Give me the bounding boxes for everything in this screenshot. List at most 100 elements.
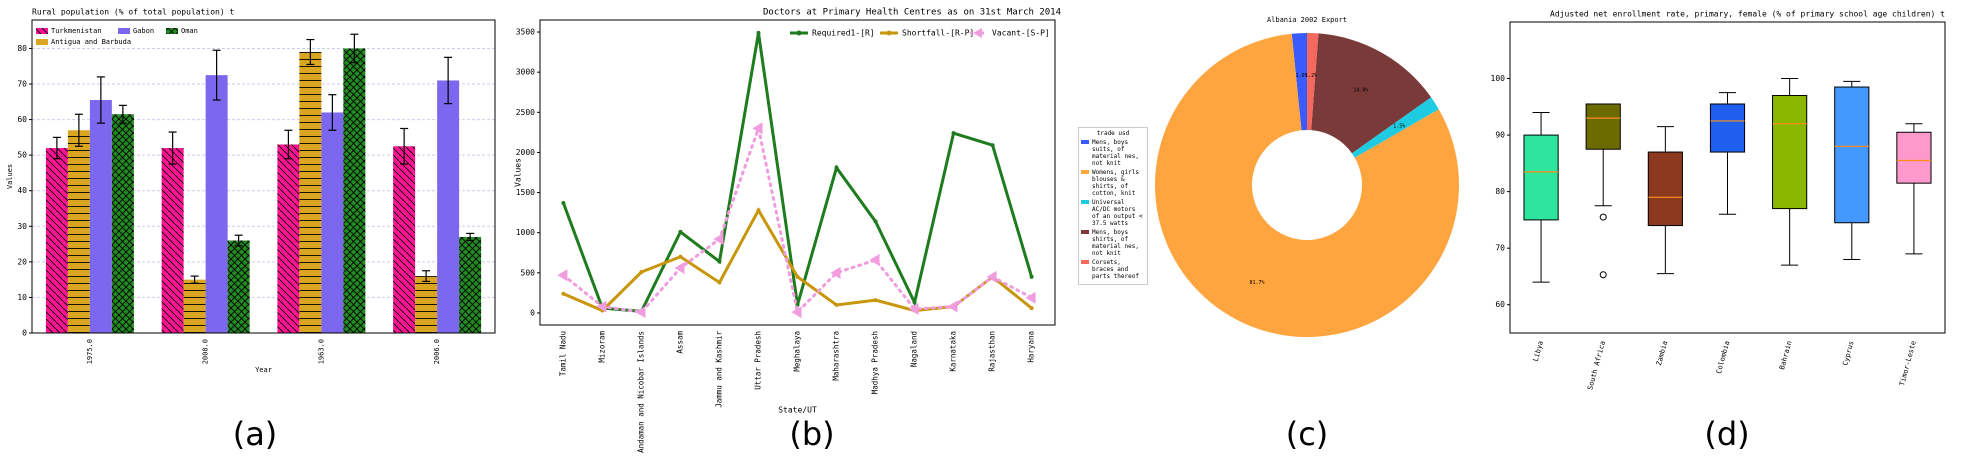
marker	[986, 270, 997, 283]
x-tick-label: South Africa	[1586, 340, 1607, 391]
bar	[161, 148, 184, 333]
y-tick-label: 0	[530, 308, 535, 317]
bar	[321, 112, 344, 334]
wedge	[1291, 33, 1307, 131]
wedge	[1155, 33, 1460, 337]
chart-title: Adjusted net enrollment rate, primary, f…	[1550, 10, 1945, 19]
x-tick-label: Timor-Leste	[1898, 340, 1918, 387]
legend-marker	[886, 30, 892, 36]
y-tick-label: 500	[521, 268, 536, 277]
y-tick-label: 10	[17, 293, 27, 302]
x-tick-label: Libya	[1532, 340, 1545, 362]
bar	[393, 146, 416, 333]
legend-label: Universal AC/DC motors of an output < 37…	[1092, 199, 1143, 227]
value-label: 1.2%	[1305, 73, 1317, 79]
x-tick-label: Assam	[675, 331, 684, 354]
marker	[791, 306, 802, 319]
marker	[674, 262, 685, 275]
marker	[912, 300, 917, 305]
box	[1834, 86, 1870, 224]
chart-title: Doctors at Primary Health Centres as on …	[763, 8, 1061, 18]
x-tick-label: Rajasthan	[988, 331, 997, 372]
x-tick-label: Andaman and Nicobar Islands	[636, 331, 645, 453]
legend-swatch	[1081, 200, 1089, 204]
y-tick-label: 70	[1495, 244, 1505, 253]
marker	[873, 298, 878, 303]
marker	[635, 306, 646, 319]
line	[561, 122, 1034, 316]
legend-label: Shortfall-[R-P]	[902, 29, 974, 38]
y-tick-label: 80	[1495, 187, 1505, 196]
y-tick-label: 40	[17, 186, 27, 195]
y-tick-label: 90	[1495, 131, 1505, 140]
y-tick-label: 1500	[516, 188, 535, 197]
legend-label: Required1-[R]	[812, 29, 875, 38]
x-tick-label: Colombia	[1715, 340, 1731, 375]
legend-label: Oman	[181, 27, 198, 35]
bar	[437, 80, 460, 333]
panel-label: (a)	[233, 415, 278, 453]
value-label: 81.7%	[1249, 280, 1264, 286]
x-tick-label: Zambia	[1655, 340, 1669, 367]
marker	[795, 274, 800, 279]
legend-swatch	[36, 28, 48, 34]
legend-label: Antigua and Barbuda	[51, 38, 131, 46]
value-label: 14.0%	[1353, 87, 1368, 93]
marker	[834, 165, 839, 170]
marker	[717, 280, 722, 285]
x-tick-label: Cyprus	[1841, 340, 1855, 367]
y-tick-label: 1000	[516, 228, 535, 237]
x-axis-label: Year	[255, 366, 272, 374]
y-tick-label: 20	[17, 257, 27, 266]
x-tick-label: Mizoram	[597, 331, 606, 363]
bar	[205, 75, 228, 334]
x-tick-label: Madhya Pradesh	[871, 331, 880, 394]
legend-label: Gabon	[133, 27, 154, 35]
legend-label: Corsets, braces and parts thereof	[1092, 259, 1139, 280]
box	[1772, 95, 1808, 210]
box	[1709, 103, 1746, 153]
marker	[951, 131, 956, 136]
y-axis-label: Values	[514, 158, 523, 187]
bar	[343, 48, 366, 334]
legend-swatch	[1081, 140, 1089, 144]
legend-label: Womens, girls blouses & shirts, of cotto…	[1092, 169, 1139, 197]
wedge	[1307, 33, 1319, 131]
marker	[947, 300, 958, 313]
x-tick-label: Maharashtra	[832, 331, 841, 381]
line	[561, 32, 1034, 313]
bar	[45, 148, 68, 333]
x-tick-label: Nagaland	[910, 331, 919, 367]
x-tick-label: Bahrain	[1778, 340, 1793, 371]
plot-frame	[1509, 21, 1946, 334]
marker	[717, 259, 722, 264]
legend-label: Mens, boys suits, of material nes, not k…	[1092, 139, 1139, 167]
legend-item: Mens, boys shirts, of material nes, not …	[1081, 229, 1145, 257]
panel-label: (d)	[1704, 415, 1749, 453]
bar	[111, 114, 134, 334]
y-tick-label: 0	[22, 329, 27, 338]
legend-item: Womens, girls blouses & shirts, of cotto…	[1081, 169, 1145, 197]
bar	[277, 144, 300, 333]
panel-label: (b)	[789, 415, 834, 453]
marker	[869, 253, 880, 266]
legend-swatch	[118, 28, 130, 34]
x-tick-label: Jammu and Kashmir	[714, 331, 723, 408]
legend-swatch	[1081, 230, 1089, 234]
x-tick-label: Meghalaya	[793, 331, 802, 372]
y-tick-label: 2500	[516, 108, 535, 117]
marker	[1029, 306, 1034, 311]
marker	[678, 229, 683, 234]
x-tick-label: Uttar Pradesh	[753, 331, 762, 390]
legend-swatch	[36, 39, 48, 45]
chart-title: Albania 2002 Export	[1267, 16, 1347, 24]
panel-label: (c)	[1286, 415, 1329, 453]
marker	[834, 302, 839, 307]
chart-title: Rural population (% of total population)…	[32, 8, 234, 17]
legend-item: Universal AC/DC motors of an output < 37…	[1081, 199, 1145, 227]
marker	[561, 201, 566, 205]
legend-label: Turkmenistan	[51, 27, 102, 35]
marker	[873, 219, 878, 224]
y-tick-label: 30	[17, 222, 27, 231]
